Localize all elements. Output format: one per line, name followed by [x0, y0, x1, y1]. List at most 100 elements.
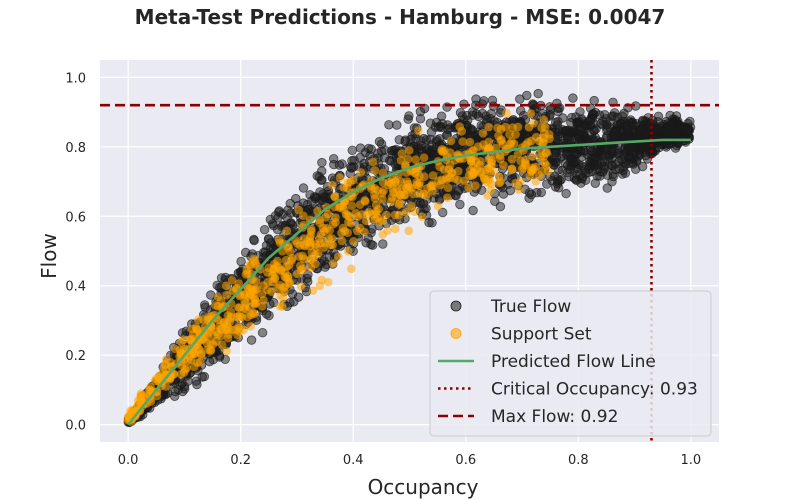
support-set-point — [227, 275, 237, 285]
y-tick-label: 0.6 — [65, 210, 86, 225]
true-flow-point — [314, 171, 325, 182]
y-tick-label: 1.0 — [65, 71, 86, 86]
true-flow-point — [378, 239, 388, 249]
support-set-point — [349, 237, 358, 246]
support-set-point — [541, 148, 551, 158]
support-set-point — [327, 234, 337, 243]
support-set-point — [508, 123, 517, 132]
true-flow-point — [637, 124, 647, 135]
support-set-point — [486, 185, 496, 195]
x-tick-label: 0.0 — [118, 453, 139, 468]
support-set-point — [278, 302, 287, 311]
support-set-point — [293, 269, 302, 279]
legend-support-set-label: Support Set — [491, 325, 592, 345]
true-flow-point — [598, 116, 608, 126]
support-set-point — [294, 205, 303, 215]
true-flow-point — [249, 235, 259, 246]
support-set-point — [177, 337, 186, 347]
support-set-point — [195, 358, 205, 367]
true-flow-point — [324, 252, 335, 262]
support-set-point — [196, 351, 206, 360]
support-set-point — [282, 226, 292, 236]
support-set-point — [387, 197, 396, 206]
support-set-point — [337, 228, 346, 238]
support-set-point — [528, 152, 537, 161]
true-flow-point — [257, 328, 268, 338]
true-flow-point — [264, 234, 274, 244]
legend-box — [429, 290, 712, 437]
support-set-point — [438, 147, 448, 157]
true-flow-point — [519, 110, 529, 121]
legend: True Flow Support Set Predicted Flow Line C… — [429, 290, 712, 437]
support-set-point — [410, 207, 419, 216]
support-set-point — [395, 198, 405, 208]
true-flow-point — [561, 188, 571, 199]
true-flow-point — [246, 335, 257, 345]
support-set-point — [445, 148, 455, 157]
support-set-point — [257, 302, 267, 311]
support-set-point — [415, 178, 424, 188]
support-set-point — [531, 162, 540, 172]
support-set-point — [308, 286, 318, 295]
support-set-point — [321, 212, 330, 222]
true-flow-point — [394, 135, 405, 145]
true-flow-point — [578, 128, 588, 138]
predicted-flow-line — [127, 138, 691, 426]
support-set-point — [511, 130, 520, 139]
support-set-point — [539, 129, 549, 138]
support-set-point — [455, 122, 465, 131]
support-set-point — [287, 256, 296, 265]
true-flow-point — [445, 123, 455, 133]
support-set-point — [206, 338, 215, 348]
support-set-point — [343, 246, 353, 256]
support-set-point — [263, 285, 272, 295]
support-set-point — [345, 212, 355, 221]
support-set-point — [335, 173, 345, 183]
support-set-point — [162, 354, 171, 364]
support-set-point — [514, 185, 524, 194]
support-set-point — [335, 203, 344, 212]
true-flow-point — [668, 116, 678, 127]
legend-true-flow-marker — [450, 300, 462, 312]
true-flow-point — [568, 93, 578, 103]
legend-true-flow-label: True Flow — [490, 297, 571, 317]
support-set-point — [484, 122, 493, 132]
true-flow-point — [682, 133, 692, 143]
true-flow-point — [574, 119, 584, 129]
support-set-point — [487, 158, 496, 167]
support-set-point — [464, 183, 473, 193]
true-flow-point — [626, 154, 636, 164]
support-set-point — [312, 242, 321, 252]
support-set-point — [222, 346, 231, 356]
support-set-point — [306, 263, 316, 272]
support-set-point — [364, 208, 374, 217]
support-set-point — [403, 154, 413, 164]
support-set-point — [334, 252, 343, 261]
support-set-point — [345, 177, 355, 187]
support-set-point — [391, 177, 400, 186]
y-tick-label: 0.8 — [65, 141, 86, 156]
support-set-point — [315, 281, 325, 291]
support-set-point — [404, 226, 414, 236]
support-set-point — [222, 290, 231, 300]
support-set-point — [491, 143, 501, 153]
x-tick-label: 0.8 — [568, 453, 589, 468]
support-set-point — [526, 109, 536, 118]
support-set-point — [420, 172, 429, 181]
true-flow-point — [498, 189, 509, 199]
x-tick-label: 0.2 — [230, 453, 251, 468]
support-set-point — [507, 154, 517, 164]
support-set-point — [443, 183, 453, 193]
support-set-point — [379, 186, 389, 195]
true-flow-point — [642, 154, 653, 164]
true-flow-point — [425, 118, 436, 128]
true-flow-point — [347, 145, 358, 156]
true-flow-point — [438, 207, 448, 218]
support-set-point — [370, 166, 380, 175]
true-flow-point — [298, 183, 309, 193]
support-set-point — [524, 122, 534, 132]
support-set-point — [511, 179, 520, 188]
support-set-point — [414, 126, 423, 136]
support-set-point — [194, 315, 203, 325]
legend-support-set-marker — [450, 328, 462, 339]
